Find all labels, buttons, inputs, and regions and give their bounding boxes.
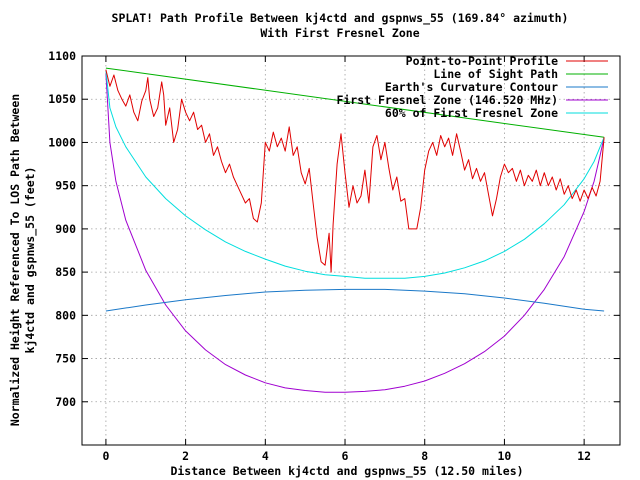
- series-line-0: [105, 69, 605, 273]
- y-tick-label: 750: [55, 352, 76, 366]
- grid: [82, 55, 620, 445]
- legend-label-1: Line of Sight Path: [433, 67, 558, 81]
- legend-label-0: Point-to-Point Profile: [406, 54, 558, 68]
- chart-subtitle: With First Fresnel Zone: [260, 26, 419, 40]
- series-line-4: [105, 70, 605, 279]
- y-tick-label: 1100: [48, 49, 76, 63]
- y-tick-label: 1000: [48, 135, 76, 149]
- x-axis-label: Distance Between kj4ctd and gspnws_55 (1…: [170, 464, 523, 479]
- series-line-3: [105, 73, 605, 393]
- x-tick-label: 0: [102, 449, 109, 463]
- y-tick-label: 1050: [48, 92, 76, 106]
- series-line-2: [105, 288, 605, 312]
- series-group: [105, 67, 605, 393]
- plot-frame: [81, 55, 621, 446]
- legend-label-4: 60% of First Fresnel Zone: [385, 106, 558, 120]
- y-axis-label-line1: Normalized Height Referenced To LOS Path…: [8, 94, 22, 426]
- y-tick-label: 850: [55, 265, 76, 279]
- x-tick-label: 4: [262, 449, 269, 463]
- x-tick-label: 12: [577, 449, 591, 463]
- legend-label-3: First Fresnel Zone (146.520 MHz): [336, 93, 558, 107]
- x-tick-label: 10: [497, 449, 511, 463]
- y-axis-label-line2: kj4ctd and gspnws_55 (feet): [23, 167, 38, 354]
- y-tick-label: 900: [55, 222, 76, 236]
- chart-title: SPLAT! Path Profile Between kj4ctd and g…: [112, 11, 569, 26]
- y-axis-label-group: Normalized Height Referenced To LOS Path…: [8, 94, 38, 426]
- axis-ticks: 0 2 4 6 8 10 12 700 750 800 850 900 950 1000 1050 1100: [48, 49, 620, 463]
- series-line-1: [105, 67, 605, 138]
- y-tick-label: 950: [55, 179, 76, 193]
- y-tick-label: 700: [55, 395, 76, 409]
- y-tick-label: 800: [55, 308, 76, 322]
- x-tick-label: 8: [421, 449, 428, 463]
- legend-label-2: Earth's Curvature Contour: [385, 80, 558, 94]
- x-tick-label: 2: [182, 449, 189, 463]
- x-tick-label: 6: [342, 449, 349, 463]
